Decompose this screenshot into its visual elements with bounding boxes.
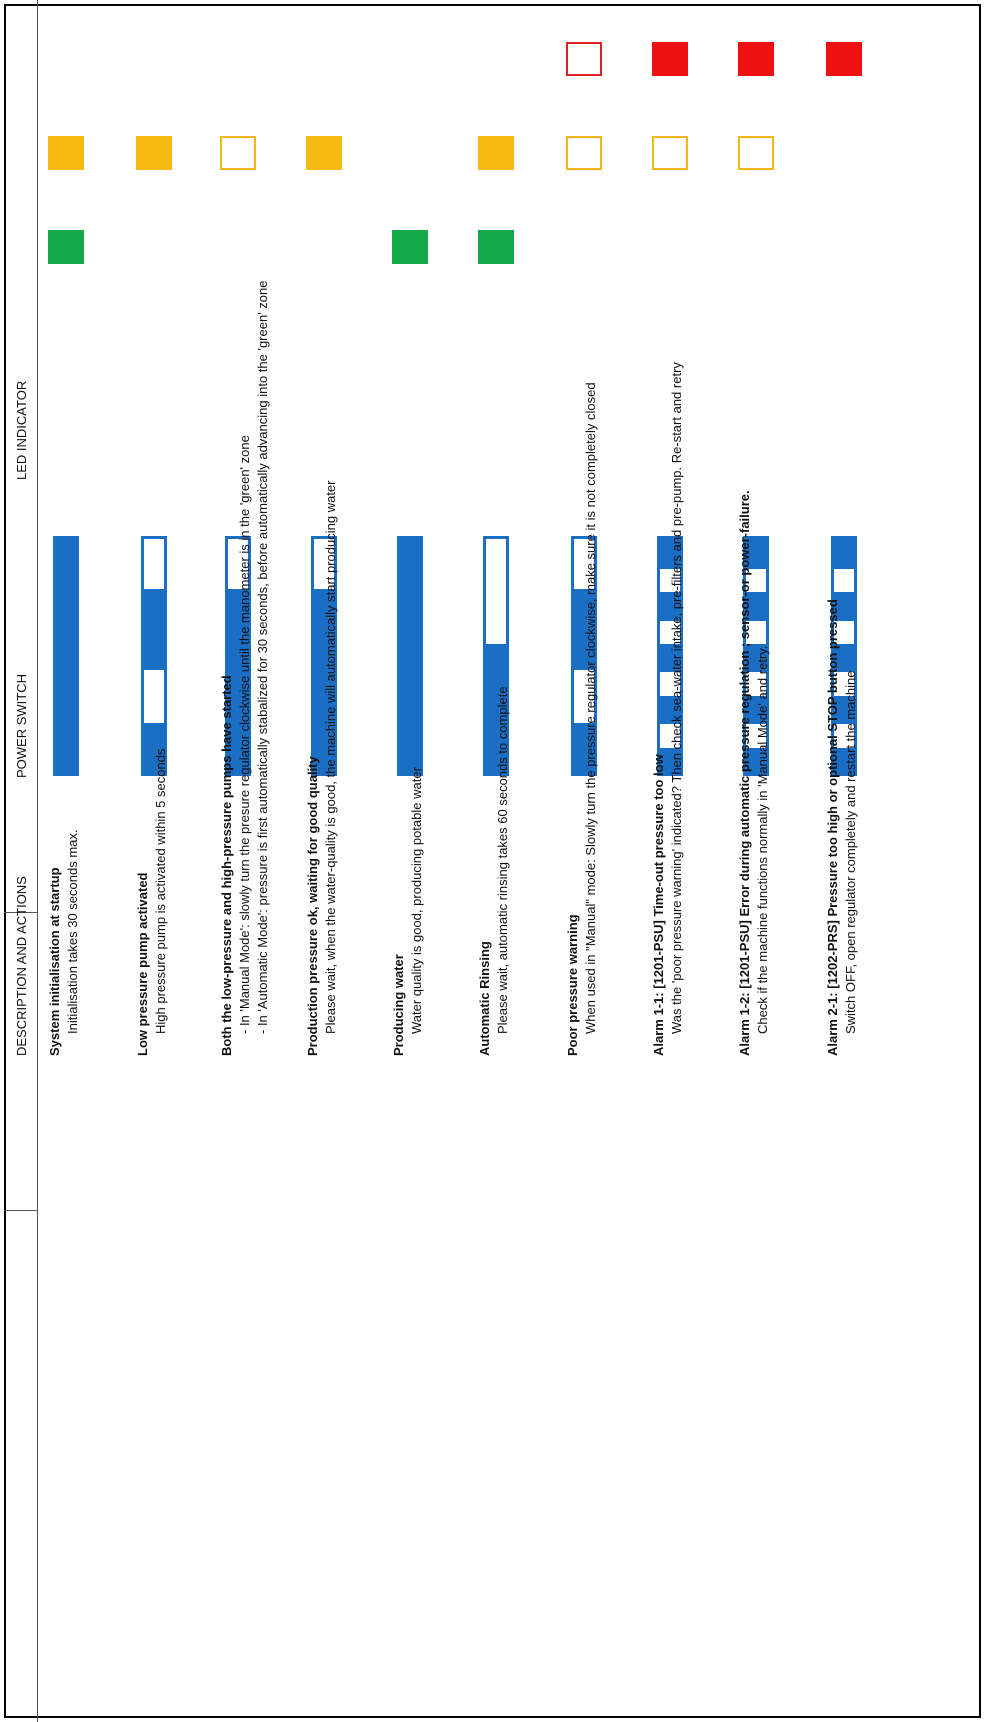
row-detail-line: Please wait, automatic rinsing takes 60 … — [495, 686, 510, 1034]
power-switch-segment — [141, 670, 167, 724]
power-switch-segment — [831, 536, 857, 541]
border — [4, 4, 981, 6]
power-switch-segment — [483, 536, 509, 644]
red-led-unlit — [566, 42, 602, 76]
row-detail-line: Initialisation takes 30 seconds max. — [65, 829, 80, 1035]
power-switch-segment — [141, 536, 167, 589]
amber-led-unlit — [652, 136, 688, 170]
header-description: DESCRIPTION AND ACTIONS — [14, 876, 29, 1056]
green-led-lit — [392, 230, 428, 264]
row-detail-line: When used in "Manual" mode: Slowly turn … — [582, 382, 600, 1056]
row-detail-line: - In 'Manual Mode': slowly turn the pres… — [236, 435, 254, 1056]
power-switch-segment — [141, 588, 167, 671]
row-detail-line: - In 'Automatic Mode': pressure is first… — [255, 280, 270, 1035]
red-led-lit — [652, 42, 688, 76]
power-switch-segment — [397, 536, 423, 776]
green-led-lit — [48, 230, 84, 264]
row-detail-line: Was the 'poor pressure warning' indicate… — [668, 362, 686, 1056]
header-led-indicator: LED INDICATOR — [14, 380, 29, 480]
row-detail-line: Check if the machine functions normally … — [755, 645, 770, 1034]
row-detail-line: Switch OFF, open regulator completely an… — [843, 670, 858, 1034]
power-switch-indicator — [397, 536, 423, 776]
power-switch-segment — [831, 568, 857, 593]
header-separator — [4, 912, 38, 913]
row-detail-line: High pressure pump is activated within 5… — [153, 748, 168, 1034]
red-led-lit — [826, 42, 862, 76]
border — [4, 4, 6, 1718]
row-detail-line: Please wait, when the water-quality is g… — [322, 481, 340, 1056]
row-detail-line: Water quality is good, producing potable… — [409, 767, 424, 1034]
green-led-lit — [478, 230, 514, 264]
rotated-table: LED INDICATOR POWER SWITCH DESCRIPTION A… — [6, 0, 983, 1716]
amber-led-lit — [306, 136, 342, 170]
amber-led-lit — [478, 136, 514, 170]
red-led-lit — [738, 42, 774, 76]
power-switch-indicator — [53, 536, 79, 776]
amber-led-unlit — [738, 136, 774, 170]
border — [979, 4, 981, 1718]
power-switch-segment — [53, 536, 79, 776]
header-separator — [4, 1210, 38, 1211]
power-switch-segment — [831, 540, 857, 569]
amber-led-lit — [48, 136, 84, 170]
header-column — [4, 0, 38, 1722]
amber-led-unlit — [566, 136, 602, 170]
border — [4, 1716, 981, 1718]
power-switch-indicator — [141, 536, 167, 776]
amber-led-unlit — [220, 136, 256, 170]
header-power-switch: POWER SWITCH — [14, 674, 29, 778]
amber-led-lit — [136, 136, 172, 170]
